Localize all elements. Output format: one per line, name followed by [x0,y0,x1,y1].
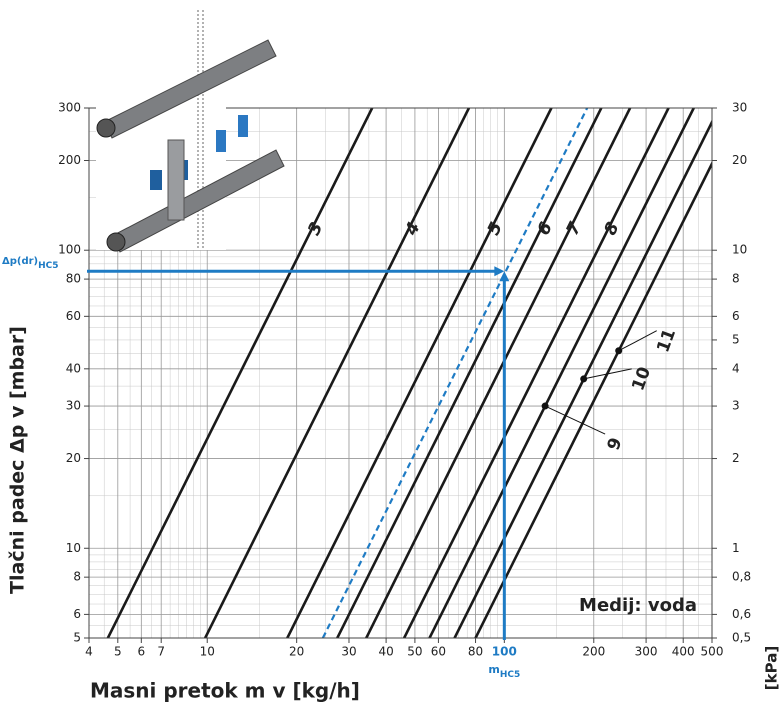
kv-curve [205,108,469,638]
chart: 4567102030405060801002003004005005681020… [0,0,784,706]
y-tick-label: 10 [66,541,81,555]
x-axis-title: Masni pretok m v [kg/h] [90,679,360,703]
medium-note: Medij: voda [579,595,697,616]
y2-tick-label: 0,8 [732,570,751,584]
y2-tick-label: 3 [732,399,740,413]
y2-tick-label: 4 [732,361,740,375]
y2-tick-label: 20 [732,153,747,167]
y-tick-label: 40 [66,361,81,375]
x-tick-label: 300 [635,645,658,659]
y2-tick-label: 1 [732,541,740,555]
y-tick-label: 5 [73,631,81,645]
x-tick-label: 20 [289,645,304,659]
x-tick-label: 50 [407,645,422,659]
y2-tick-label: 5 [732,332,740,346]
x-tick-label: 10 [200,645,215,659]
x-tick-label: 30 [341,645,356,659]
marker-x-label-sub: HC5 [500,670,520,680]
y2-tick-label: 2 [732,451,740,465]
kv-curve [287,108,551,638]
y-tick-label: 300 [58,101,81,115]
x-tick-label: 7 [157,645,165,659]
y-tick-label: 60 [66,309,81,323]
x-tick-label: 500 [701,645,724,659]
y-tick-label: 20 [66,451,81,465]
x-tick-label: 40 [378,645,393,659]
y2-tick-label: 6 [732,309,740,323]
x-tick-label: 60 [431,645,446,659]
y-tick-label: 6 [73,607,81,621]
kv-curve [366,108,630,638]
y-axis-title: Tlačni padec Δp v [mbar] [7,326,29,594]
x-tick-label: 4 [85,645,93,659]
curve-label: 9 [604,435,627,453]
marker-x-label: mHC5 [488,663,520,680]
marker-y-label-text: Δp(dr) [2,256,38,267]
curve-label: 11 [653,326,680,355]
y2-tick-label: 8 [732,272,740,286]
marker-y-label: Δp(dr)HC5 [2,256,59,271]
kv-curve [476,108,740,638]
x-tick-label: 400 [672,645,695,659]
reference-curve [323,108,587,638]
x-tick-label: 5 [114,645,122,659]
y-tick-label: 8 [73,570,81,584]
y2-tick-label: 30 [732,101,747,115]
x-tick-label: 200 [582,645,605,659]
x-tick-label: 100 [492,645,517,659]
y2-tick-label: 0,5 [732,631,751,645]
y2-tick-label: 10 [732,243,747,257]
x-tick-label: 6 [137,645,145,659]
manifold-illustration [96,0,284,252]
y-tick-label: 100 [58,243,81,257]
y2-axis-title: [kPa] [763,646,781,690]
y-tick-label: 80 [66,272,81,286]
marker-y-label-sub: HC5 [38,261,58,271]
page: 4567102030405060801002003004005005681020… [0,0,784,706]
y-tick-label: 200 [58,153,81,167]
marker-x-label-text: m [488,663,499,676]
kv-curve [455,108,719,638]
y-tick-label: 30 [66,399,81,413]
y2-tick-label: 0,6 [732,607,751,621]
kv-curve [404,108,668,638]
x-tick-label: 80 [468,645,483,659]
